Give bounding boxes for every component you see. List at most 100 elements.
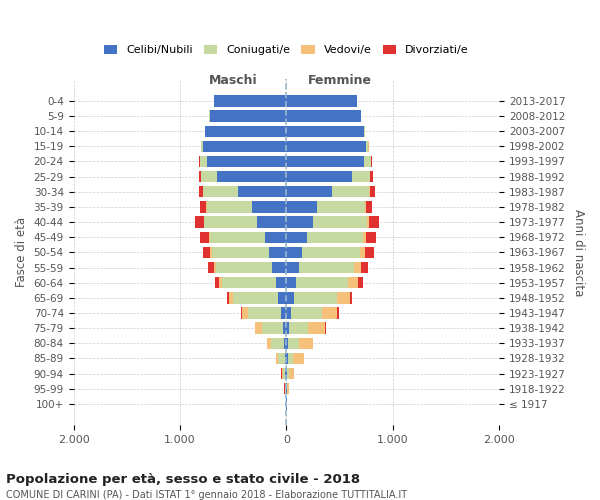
Bar (287, 383, 289, 394)
Legend: Celibi/Nubili, Coniugati/e, Vedovi/e, Divorziati/e: Celibi/Nubili, Coniugati/e, Vedovi/e, Di… (100, 40, 473, 60)
Bar (286, 308, 290, 318)
Bar (238, 186, 286, 198)
Bar (285, 383, 286, 394)
Bar (276, 353, 278, 364)
Bar (286, 232, 307, 243)
Bar (286, 156, 364, 167)
Text: Maschi: Maschi (209, 74, 257, 86)
Bar (209, 232, 210, 243)
Bar (281, 368, 283, 380)
Bar (233, 292, 278, 304)
Bar (286, 368, 287, 380)
Bar (205, 216, 257, 228)
Bar (363, 232, 366, 243)
Bar (302, 246, 360, 258)
Bar (229, 292, 233, 304)
Bar (365, 202, 366, 212)
Bar (223, 277, 275, 288)
Bar (286, 338, 288, 349)
Bar (299, 338, 313, 349)
Bar (217, 171, 286, 182)
Text: COMUNE DI CARINI (PA) - Dati ISTAT 1° gennaio 2018 - Elaborazione TUTTITALIA.IT: COMUNE DI CARINI (PA) - Dati ISTAT 1° ge… (6, 490, 407, 500)
Bar (325, 322, 326, 334)
Bar (275, 277, 286, 288)
Bar (242, 308, 248, 318)
Bar (286, 322, 289, 334)
Bar (348, 277, 358, 288)
Bar (200, 202, 206, 212)
Bar (254, 322, 256, 334)
Bar (290, 308, 322, 318)
Bar (271, 338, 284, 349)
Bar (284, 338, 286, 349)
Y-axis label: Fasce di età: Fasce di età (15, 218, 28, 288)
Bar (269, 246, 286, 258)
Bar (365, 246, 374, 258)
Bar (199, 186, 203, 198)
Text: Popolazione per età, sesso e stato civile - 2018: Popolazione per età, sesso e stato civil… (6, 472, 360, 486)
Bar (369, 216, 379, 228)
Bar (283, 322, 286, 334)
Bar (210, 232, 265, 243)
Bar (371, 156, 372, 167)
Bar (286, 140, 366, 152)
Bar (203, 140, 286, 152)
Bar (195, 216, 204, 228)
Bar (281, 308, 286, 318)
Bar (206, 202, 252, 212)
Y-axis label: Anni di nascita: Anni di nascita (572, 208, 585, 296)
Bar (366, 202, 372, 212)
Bar (367, 216, 369, 228)
Bar (286, 110, 361, 122)
Bar (370, 186, 374, 198)
Bar (199, 171, 201, 182)
Bar (287, 353, 293, 364)
Bar (313, 216, 367, 228)
Bar (358, 277, 363, 288)
Bar (241, 308, 242, 318)
Bar (286, 202, 317, 212)
Bar (285, 353, 286, 364)
Bar (286, 262, 299, 273)
Bar (322, 308, 337, 318)
Bar (206, 156, 286, 167)
Bar (366, 232, 376, 243)
Bar (267, 338, 271, 349)
Bar (286, 216, 313, 228)
Bar (337, 292, 350, 304)
Bar (317, 202, 365, 212)
Bar (210, 110, 286, 122)
Bar (337, 308, 339, 318)
Bar (286, 126, 364, 137)
Bar (256, 322, 262, 334)
Bar (286, 171, 352, 182)
Bar (216, 262, 272, 273)
Bar (210, 246, 212, 258)
Bar (289, 368, 294, 380)
Bar (286, 353, 287, 364)
Bar (212, 246, 269, 258)
Bar (289, 322, 308, 334)
Bar (283, 368, 285, 380)
Bar (201, 171, 217, 182)
Bar (265, 232, 286, 243)
Bar (332, 186, 369, 198)
Bar (286, 277, 296, 288)
Bar (201, 140, 203, 152)
Bar (366, 140, 368, 152)
Bar (286, 246, 302, 258)
Bar (308, 322, 325, 334)
Bar (257, 216, 286, 228)
Bar (307, 232, 363, 243)
Bar (299, 262, 355, 273)
Bar (278, 353, 285, 364)
Bar (293, 353, 304, 364)
Text: Femmine: Femmine (308, 74, 371, 86)
Bar (215, 277, 219, 288)
Bar (208, 262, 214, 273)
Bar (248, 308, 281, 318)
Bar (252, 202, 286, 212)
Bar (294, 292, 337, 304)
Bar (286, 186, 332, 198)
Bar (227, 292, 229, 304)
